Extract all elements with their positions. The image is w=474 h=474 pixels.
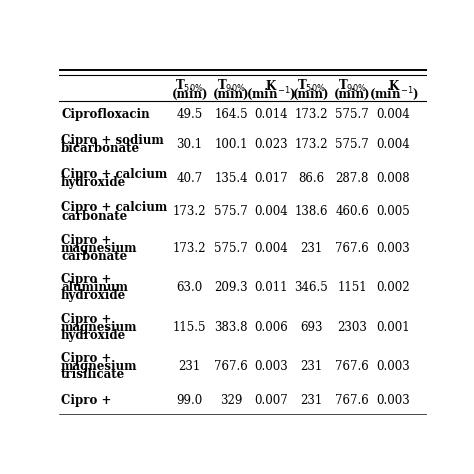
Text: Cipro + calcium: Cipro + calcium bbox=[61, 201, 167, 214]
Text: 0.006: 0.006 bbox=[254, 321, 288, 334]
Text: 767.6: 767.6 bbox=[335, 393, 369, 407]
Text: 460.6: 460.6 bbox=[335, 206, 369, 219]
Text: (min$^{-1}$): (min$^{-1}$) bbox=[369, 85, 419, 103]
Text: 0.008: 0.008 bbox=[377, 172, 410, 185]
Text: 383.8: 383.8 bbox=[214, 321, 248, 334]
Text: 575.7: 575.7 bbox=[335, 138, 369, 151]
Text: 693: 693 bbox=[300, 321, 322, 334]
Text: Cipro +: Cipro + bbox=[61, 234, 111, 247]
Text: 231: 231 bbox=[300, 393, 322, 407]
Text: 30.1: 30.1 bbox=[177, 138, 203, 151]
Text: 0.005: 0.005 bbox=[377, 206, 410, 219]
Text: 49.5: 49.5 bbox=[176, 108, 203, 121]
Text: K: K bbox=[388, 80, 399, 92]
Text: Ciprofloxacin: Ciprofloxacin bbox=[61, 108, 150, 121]
Text: hydroxide: hydroxide bbox=[61, 290, 127, 302]
Text: hydroxide: hydroxide bbox=[61, 176, 127, 189]
Text: 767.6: 767.6 bbox=[335, 360, 369, 373]
Text: Cipro +: Cipro + bbox=[61, 313, 111, 326]
Text: 329: 329 bbox=[220, 393, 242, 407]
Text: 231: 231 bbox=[300, 242, 322, 255]
Text: 0.023: 0.023 bbox=[254, 138, 288, 151]
Text: 173.2: 173.2 bbox=[173, 242, 206, 255]
Text: 767.6: 767.6 bbox=[335, 242, 369, 255]
Text: 135.4: 135.4 bbox=[214, 172, 248, 185]
Text: 138.6: 138.6 bbox=[294, 206, 328, 219]
Text: (min$^{-1}$): (min$^{-1}$) bbox=[246, 85, 296, 103]
Text: 209.3: 209.3 bbox=[214, 282, 248, 294]
Text: Cipro + calcium: Cipro + calcium bbox=[61, 168, 167, 181]
Text: 0.003: 0.003 bbox=[254, 360, 288, 373]
Text: Cipro + sodium: Cipro + sodium bbox=[61, 134, 164, 147]
Text: trisilicate: trisilicate bbox=[61, 368, 125, 381]
Text: T$_{50\%}$: T$_{50\%}$ bbox=[297, 78, 326, 94]
Text: 231: 231 bbox=[300, 360, 322, 373]
Text: 164.5: 164.5 bbox=[214, 108, 248, 121]
Text: 575.7: 575.7 bbox=[214, 242, 248, 255]
Text: (min): (min) bbox=[213, 88, 249, 100]
Text: 0.004: 0.004 bbox=[254, 242, 288, 255]
Text: 0.003: 0.003 bbox=[377, 393, 410, 407]
Text: 99.0: 99.0 bbox=[176, 393, 203, 407]
Text: 767.6: 767.6 bbox=[214, 360, 248, 373]
Text: 0.011: 0.011 bbox=[254, 282, 288, 294]
Text: 115.5: 115.5 bbox=[173, 321, 206, 334]
Text: carbonate: carbonate bbox=[61, 210, 128, 222]
Text: 100.1: 100.1 bbox=[214, 138, 248, 151]
Text: 287.8: 287.8 bbox=[335, 172, 369, 185]
Text: aluminum: aluminum bbox=[61, 282, 128, 294]
Text: 0.014: 0.014 bbox=[254, 108, 288, 121]
Text: 63.0: 63.0 bbox=[176, 282, 203, 294]
Text: 0.003: 0.003 bbox=[377, 242, 410, 255]
Text: magnesium: magnesium bbox=[61, 242, 137, 255]
Text: 86.6: 86.6 bbox=[298, 172, 324, 185]
Text: 173.2: 173.2 bbox=[173, 206, 206, 219]
Text: T$_{90\%}$: T$_{90\%}$ bbox=[337, 78, 366, 94]
Text: 575.7: 575.7 bbox=[335, 108, 369, 121]
Text: 346.5: 346.5 bbox=[294, 282, 328, 294]
Text: Cipro +: Cipro + bbox=[61, 273, 111, 286]
Text: (min): (min) bbox=[172, 88, 208, 100]
Text: bicarbonate: bicarbonate bbox=[61, 142, 140, 155]
Text: carbonate: carbonate bbox=[61, 250, 128, 263]
Text: K: K bbox=[266, 80, 276, 92]
Text: (min): (min) bbox=[334, 88, 370, 100]
Text: 40.7: 40.7 bbox=[176, 172, 203, 185]
Text: magnesium: magnesium bbox=[61, 321, 137, 334]
Text: 173.2: 173.2 bbox=[294, 138, 328, 151]
Text: Cipro +: Cipro + bbox=[61, 352, 111, 365]
Text: 0.004: 0.004 bbox=[377, 138, 410, 151]
Text: T$_{90\%}$: T$_{90\%}$ bbox=[217, 78, 246, 94]
Text: 0.001: 0.001 bbox=[377, 321, 410, 334]
Text: 0.004: 0.004 bbox=[377, 108, 410, 121]
Text: (min): (min) bbox=[293, 88, 329, 100]
Text: 1151: 1151 bbox=[337, 282, 367, 294]
Text: 0.003: 0.003 bbox=[377, 360, 410, 373]
Text: 2303: 2303 bbox=[337, 321, 367, 334]
Text: magnesium: magnesium bbox=[61, 360, 137, 373]
Text: 0.007: 0.007 bbox=[254, 393, 288, 407]
Text: 173.2: 173.2 bbox=[294, 108, 328, 121]
Text: hydroxide: hydroxide bbox=[61, 329, 127, 342]
Text: 231: 231 bbox=[179, 360, 201, 373]
Text: 575.7: 575.7 bbox=[214, 206, 248, 219]
Text: T$_{50\%}$: T$_{50\%}$ bbox=[175, 78, 204, 94]
Text: 0.004: 0.004 bbox=[254, 206, 288, 219]
Text: 0.002: 0.002 bbox=[377, 282, 410, 294]
Text: 0.017: 0.017 bbox=[254, 172, 288, 185]
Text: Cipro +: Cipro + bbox=[61, 393, 111, 407]
